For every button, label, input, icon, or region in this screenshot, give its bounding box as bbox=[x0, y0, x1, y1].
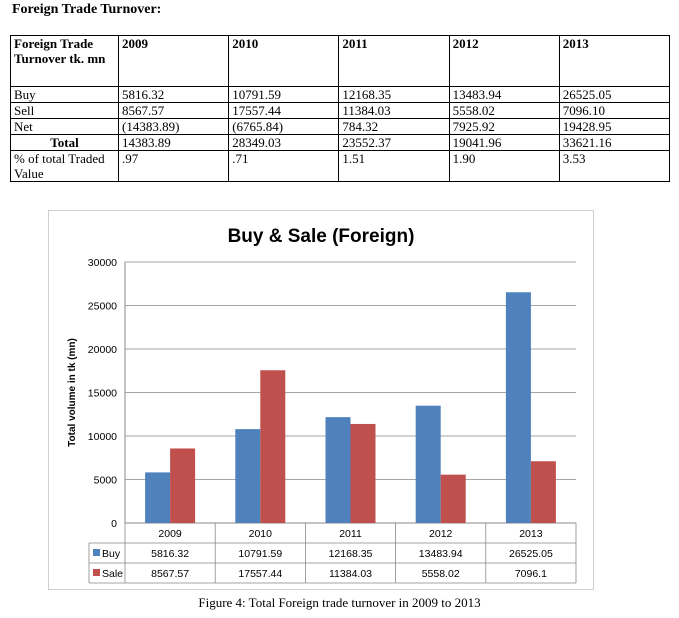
table-cell: 5816.32 bbox=[117, 86, 230, 103]
bar-sale-2013 bbox=[530, 461, 556, 523]
data-label: 10791.59 bbox=[238, 548, 282, 560]
table-row-total: Total 14383.89 28349.03 23552.37 19041.9… bbox=[10, 134, 671, 151]
table-cell: 1.51 bbox=[338, 150, 450, 182]
table-row-net: Net (14383.89) (6765.84) 784.32 7925.92 … bbox=[10, 118, 671, 135]
x-tick-label: 2013 bbox=[519, 528, 543, 540]
chart-frame: Buy & Sale (Foreign) Total volume in tk (… bbox=[48, 210, 594, 590]
figure-caption: Figure 4: Total Foreign trade turnover i… bbox=[198, 595, 481, 610]
document-title: Foreign Trade Turnover: bbox=[12, 2, 162, 17]
y-tick-label: 10000 bbox=[88, 431, 117, 443]
data-label: 8567.57 bbox=[151, 568, 189, 580]
table-header-row: Foreign Trade Turnover tk. mn 2009 2010 … bbox=[10, 35, 671, 87]
data-label: 5816.32 bbox=[151, 548, 189, 560]
bar-sale-2012 bbox=[440, 474, 466, 523]
bar-sale-2011 bbox=[350, 423, 376, 523]
table-row-percent: % of total Traded Value .97 .71 1.51 1.9… bbox=[10, 150, 671, 182]
data-label: 17557.44 bbox=[238, 568, 282, 580]
table-cell: (14383.89) bbox=[117, 118, 230, 135]
table-cell: 8567.57 bbox=[117, 102, 230, 119]
table-cell: 28349.03 bbox=[228, 134, 340, 151]
table-corner-label: Foreign Trade Turnover tk. mn bbox=[10, 35, 119, 87]
table-cell: 13483.94 bbox=[448, 86, 560, 103]
legend-key-sale bbox=[93, 569, 100, 576]
table-cell: 3.53 bbox=[558, 150, 671, 182]
table-cell: 33621.16 bbox=[558, 134, 671, 151]
table-cell: 11384.03 bbox=[338, 102, 450, 119]
row-label: Total bbox=[10, 134, 119, 151]
table-cell: 19041.96 bbox=[448, 134, 560, 151]
table-cell: 7925.92 bbox=[448, 118, 560, 135]
year-header: 2010 bbox=[228, 35, 340, 87]
year-header: 2012 bbox=[448, 35, 560, 87]
data-label: 7096.1 bbox=[515, 568, 547, 580]
table-row-buy: Buy 5816.32 10791.59 12168.35 13483.94 2… bbox=[10, 86, 671, 103]
y-tick-label: 25000 bbox=[88, 301, 117, 313]
table-cell: 23552.37 bbox=[338, 134, 450, 151]
year-header: 2011 bbox=[338, 35, 450, 87]
data-label: 12168.35 bbox=[329, 548, 373, 560]
y-tick-label: 15000 bbox=[88, 388, 117, 400]
table-cell: 17557.44 bbox=[228, 102, 340, 119]
bar-buy-2011 bbox=[325, 417, 351, 523]
y-tick-label: 30000 bbox=[88, 257, 117, 269]
turnover-table: Foreign Trade Turnover tk. mn 2009 2010 … bbox=[10, 35, 671, 182]
bar-sale-2009 bbox=[170, 448, 196, 523]
year-header: 2013 bbox=[558, 35, 671, 87]
table-cell: 19428.95 bbox=[558, 118, 671, 135]
row-label: % of total Traded Value bbox=[10, 150, 119, 182]
table-cell: 14383.89 bbox=[117, 134, 230, 151]
legend-label-buy: Buy bbox=[102, 548, 121, 560]
table-cell: 1.90 bbox=[448, 150, 560, 182]
x-tick-label: 2012 bbox=[429, 528, 453, 540]
bar-buy-2010 bbox=[235, 429, 261, 523]
bar-buy-2012 bbox=[415, 405, 441, 523]
chart-title: Buy & Sale (Foreign) bbox=[228, 226, 415, 247]
table-row-sell: Sell 8567.57 17557.44 11384.03 5558.02 7… bbox=[10, 102, 671, 119]
bar-buy-2013 bbox=[505, 292, 531, 523]
legend-label-sale: Sale bbox=[102, 568, 123, 580]
bar-chart: Buy & Sale (Foreign) Total volume in tk (… bbox=[67, 226, 577, 584]
row-label: Buy bbox=[10, 86, 119, 103]
y-tick-label: 5000 bbox=[94, 475, 118, 487]
y-tick-label: 20000 bbox=[88, 344, 117, 356]
bar-sale-2010 bbox=[260, 370, 286, 523]
x-tick-label: 2009 bbox=[158, 528, 182, 540]
row-label: Sell bbox=[10, 102, 119, 119]
data-label: 5558.02 bbox=[422, 568, 460, 580]
y-axis-label: Total volume in tk (mn) bbox=[67, 338, 78, 447]
row-label: Net bbox=[10, 118, 119, 135]
data-label: 11384.03 bbox=[329, 568, 372, 580]
table-cell: 26525.05 bbox=[558, 86, 671, 103]
table-cell: 7096.10 bbox=[558, 102, 671, 119]
x-tick-label: 2010 bbox=[249, 528, 273, 540]
bar-buy-2009 bbox=[145, 472, 171, 523]
x-tick-label: 2011 bbox=[339, 528, 362, 540]
table-cell: (6765.84) bbox=[228, 118, 340, 135]
table-cell: .97 bbox=[117, 150, 230, 182]
data-label: 13483.94 bbox=[419, 548, 463, 560]
year-header: 2009 bbox=[117, 35, 230, 87]
table-cell: 12168.35 bbox=[338, 86, 450, 103]
y-tick-label: 0 bbox=[111, 518, 117, 530]
table-cell: 5558.02 bbox=[448, 102, 560, 119]
legend-key-buy bbox=[93, 549, 100, 556]
table-cell: 10791.59 bbox=[228, 86, 340, 103]
table-cell: 784.32 bbox=[338, 118, 450, 135]
data-label: 26525.05 bbox=[509, 548, 553, 560]
table-cell: .71 bbox=[228, 150, 340, 182]
